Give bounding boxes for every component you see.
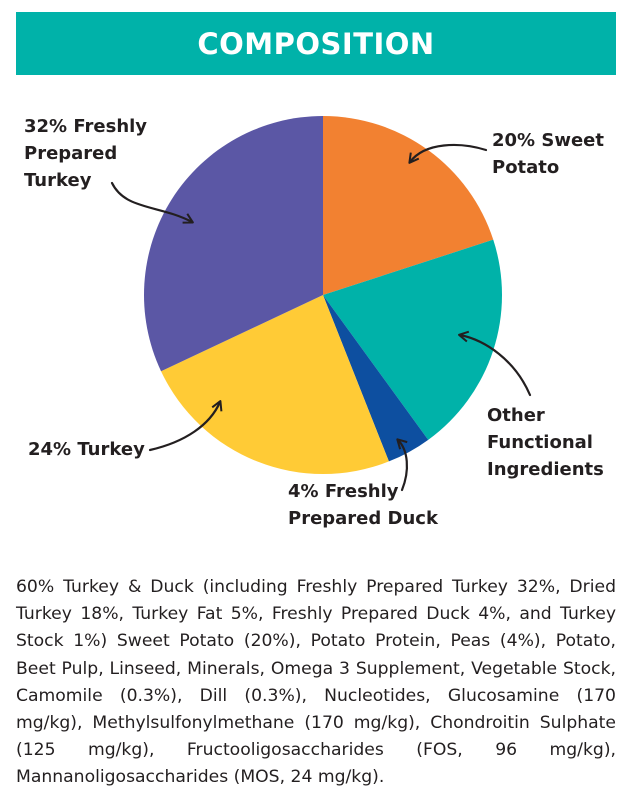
arrow: [148, 400, 223, 452]
pie-slice: [323, 295, 429, 462]
arrow: [408, 143, 488, 164]
value-label: 20%: [492, 130, 536, 151]
slice-label: 4% Freshly Prepared Duck: [288, 478, 448, 532]
chart: [110, 116, 532, 492]
slice-label: Other Functional Ingredients: [487, 402, 617, 483]
slice-label: 20% Sweet Potato: [492, 127, 612, 181]
pie: [144, 116, 502, 475]
category-label: Turkey: [77, 439, 145, 460]
category-label: Sweet Potato: [492, 130, 604, 178]
arrow: [110, 181, 194, 224]
title-banner: COMPOSITION: [16, 12, 616, 75]
arrows: [110, 143, 532, 492]
value-label: 24%: [28, 439, 72, 460]
slice-label: 32% Freshly Prepared Turkey: [24, 113, 174, 194]
category-label: Freshly Prepared Duck: [288, 481, 438, 529]
chart-title: COMPOSITION: [197, 26, 435, 61]
pie-slice: [323, 116, 494, 295]
value-label: 32%: [24, 116, 68, 137]
arrow: [458, 330, 532, 397]
description: 60% Turkey & Duck (including Freshly Pre…: [16, 577, 616, 788]
arrow: [396, 438, 408, 492]
pie-slice: [144, 116, 323, 372]
pie-slice: [161, 295, 389, 475]
category-label: Other Functional Ingredients: [487, 405, 604, 480]
value-label: 4%: [288, 481, 319, 502]
pie-slice: [323, 239, 502, 440]
slice-label: 24% Turkey: [28, 436, 188, 463]
category-label: Freshly Prepared Turkey: [24, 116, 148, 191]
